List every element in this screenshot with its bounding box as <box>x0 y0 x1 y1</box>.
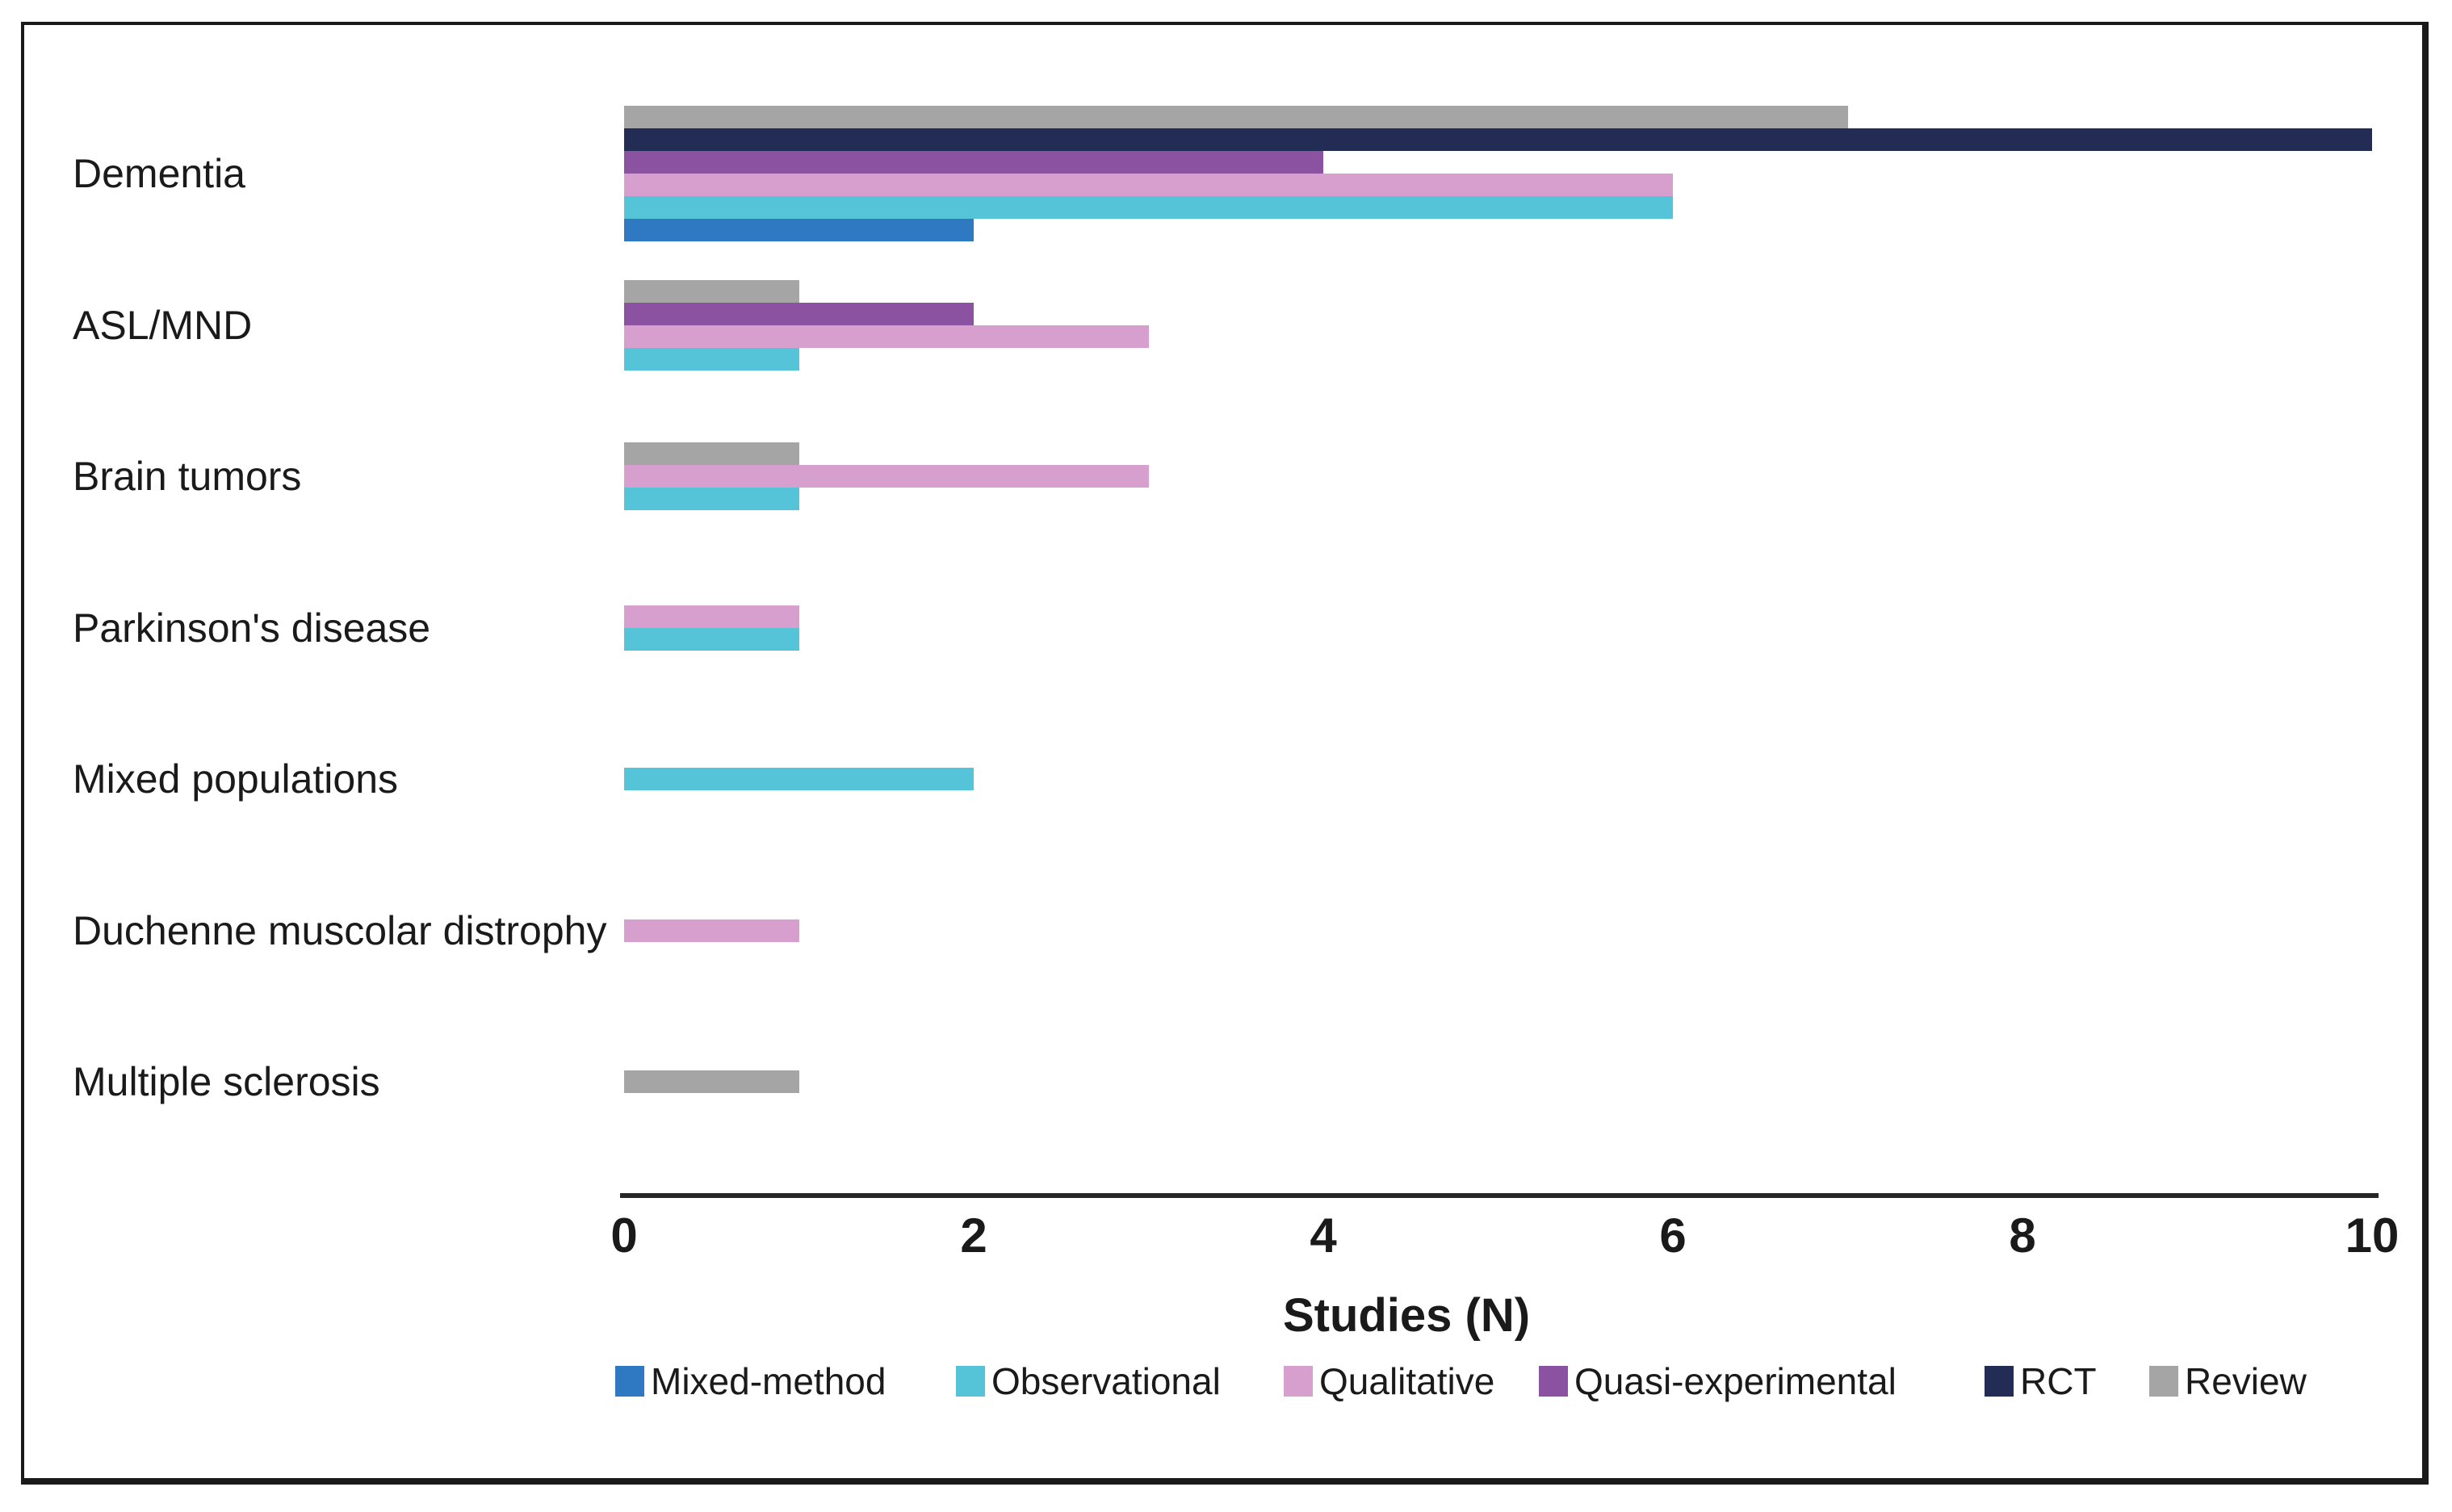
legend-swatch-rct <box>1985 1366 2014 1397</box>
bar-observational-brain-tumors <box>624 488 799 510</box>
legend: Mixed-method Observational Qualitative Quas… <box>0 1359 2452 1402</box>
x-axis-title: Studies (N) <box>1282 1289 1531 1342</box>
legend-label-observational: Observational <box>991 1360 1221 1402</box>
bar-qualitative-dementia <box>624 174 1673 196</box>
legend-label-rct: RCT <box>2020 1360 2097 1402</box>
category-label-parkinson-s-disease: Parkinson's disease <box>73 605 431 651</box>
bar-mixed-method-dementia <box>624 219 974 241</box>
legend-item-qualitative: Qualitative <box>1284 1359 1494 1403</box>
legend-label-review: Review <box>2185 1360 2307 1402</box>
bar-observational-asl-mnd <box>624 347 799 371</box>
bar-review-dementia <box>624 106 1848 128</box>
bar-review-asl-mnd <box>624 279 799 303</box>
x-axis-line <box>620 1193 2379 1198</box>
bar-quasi-experimental-asl-mnd <box>624 302 974 325</box>
legend-item-rct: RCT <box>1985 1359 2097 1403</box>
legend-swatch-mixed-method <box>615 1366 644 1397</box>
legend-item-observational: Observational <box>956 1359 1221 1403</box>
bar-rct-dementia <box>624 128 2372 151</box>
category-label-multiple-sclerosis: Multiple sclerosis <box>73 1059 380 1104</box>
category-label-duchenne-muscolar-distrophy: Duchenne muscolar distrophy <box>73 907 607 953</box>
legend-item-quasi-experimental: Quasi-experimental <box>1539 1359 1897 1403</box>
x-tick-label-4: 4 <box>1310 1208 1337 1263</box>
x-tick-label-10: 10 <box>2345 1208 2400 1263</box>
bar-qualitative-asl-mnd <box>624 325 1149 348</box>
category-label-dementia: Dementia <box>73 151 245 196</box>
legend-swatch-qualitative <box>1284 1366 1313 1397</box>
bar-qualitative-brain-tumors <box>624 465 1149 488</box>
figure-frame <box>21 22 2429 1485</box>
legend-item-mixed-method: Mixed-method <box>615 1359 886 1403</box>
legend-label-quasi-experimental: Quasi-experimental <box>1574 1360 1897 1402</box>
category-label-asl-mnd: ASL/MND <box>73 302 253 348</box>
legend-swatch-review <box>2149 1366 2178 1397</box>
bar-review-brain-tumors <box>624 442 799 465</box>
x-tick-label-0: 0 <box>610 1208 638 1263</box>
legend-swatch-quasi-experimental <box>1539 1366 1568 1397</box>
bar-quasi-experimental-dementia <box>624 151 1323 174</box>
bar-qualitative-parkinson-s-disease <box>624 605 799 628</box>
legend-label-mixed-method: Mixed-method <box>651 1360 886 1402</box>
bar-qualitative-duchenne-muscolar-distrophy <box>624 919 799 942</box>
bar-observational-parkinson-s-disease <box>624 627 799 651</box>
bar-observational-mixed-populations <box>624 768 974 790</box>
category-label-mixed-populations: Mixed populations <box>73 756 399 802</box>
x-tick-label-8: 8 <box>2009 1208 2036 1263</box>
category-label-brain-tumors: Brain tumors <box>73 454 302 499</box>
x-tick-label-2: 2 <box>960 1208 987 1263</box>
legend-swatch-observational <box>956 1366 985 1397</box>
bar-review-multiple-sclerosis <box>624 1070 799 1093</box>
bar-observational-dementia <box>624 196 1673 219</box>
legend-item-review: Review <box>2149 1359 2307 1403</box>
x-tick-label-6: 6 <box>1659 1208 1687 1263</box>
legend-label-qualitative: Qualitative <box>1319 1360 1495 1402</box>
